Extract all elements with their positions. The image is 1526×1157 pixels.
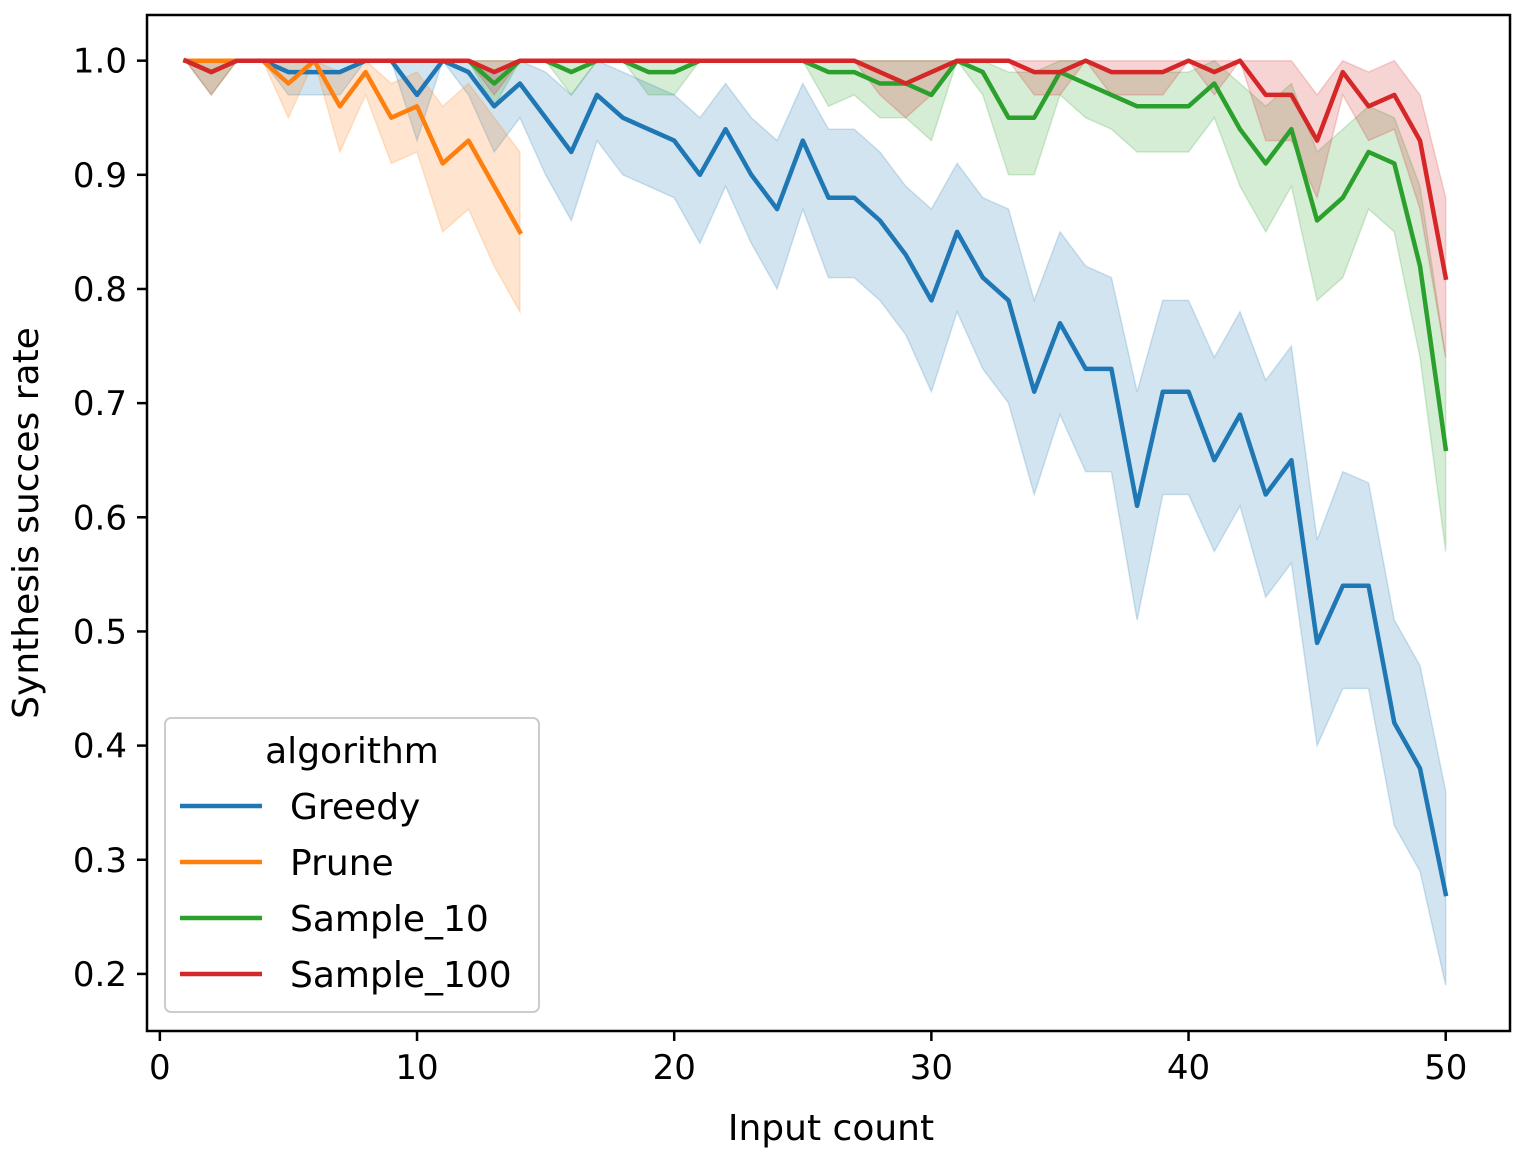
y-tick-label: 0.2 [73,955,127,995]
x-tick-label: 0 [149,1048,171,1088]
series-lines [182,57,1449,897]
legend-label-sample-100: Sample_100 [290,955,512,996]
y-tick-label: 0.9 [73,156,127,196]
x-tick-label: 10 [395,1048,438,1088]
legend-label-greedy: Greedy [290,787,420,828]
y-axis: 0.2 0.3 0.4 0.5 0.6 0.7 0.8 0.9 1.0 [73,42,147,995]
x-tick-label: 30 [910,1048,953,1088]
y-tick-label: 0.8 [73,270,127,310]
x-tick-label: 40 [1167,1048,1210,1088]
y-tick-label: 0.4 [73,727,127,767]
x-tick-label: 20 [653,1048,696,1088]
line-sample-100 [182,57,1449,281]
y-axis-label: Synthesis succes rate [6,327,47,719]
legend-items: Greedy Prune Sample_10 Sample_100 [180,787,512,996]
y-tick-label: 1.0 [73,42,127,82]
plot-frame [145,13,1512,1033]
y-tick-label: 0.3 [73,841,127,881]
y-tick-label: 0.6 [73,498,127,538]
line-greedy [183,58,1449,897]
y-tick-label: 0.7 [73,384,127,424]
x-axis-label: Input count [728,1108,934,1149]
legend-label-prune: Prune [290,843,394,884]
legend: algorithm Greedy Prune Sample_10 Sample_100 [164,717,540,1013]
y-tick-label: 0.5 [73,612,127,652]
x-tick-label: 50 [1424,1048,1467,1088]
legend-title: algorithm [265,731,439,772]
x-axis: 0 10 20 30 40 50 [149,1031,1467,1088]
legend-label-sample-10: Sample_10 [290,899,489,940]
legend-box [164,717,540,1013]
